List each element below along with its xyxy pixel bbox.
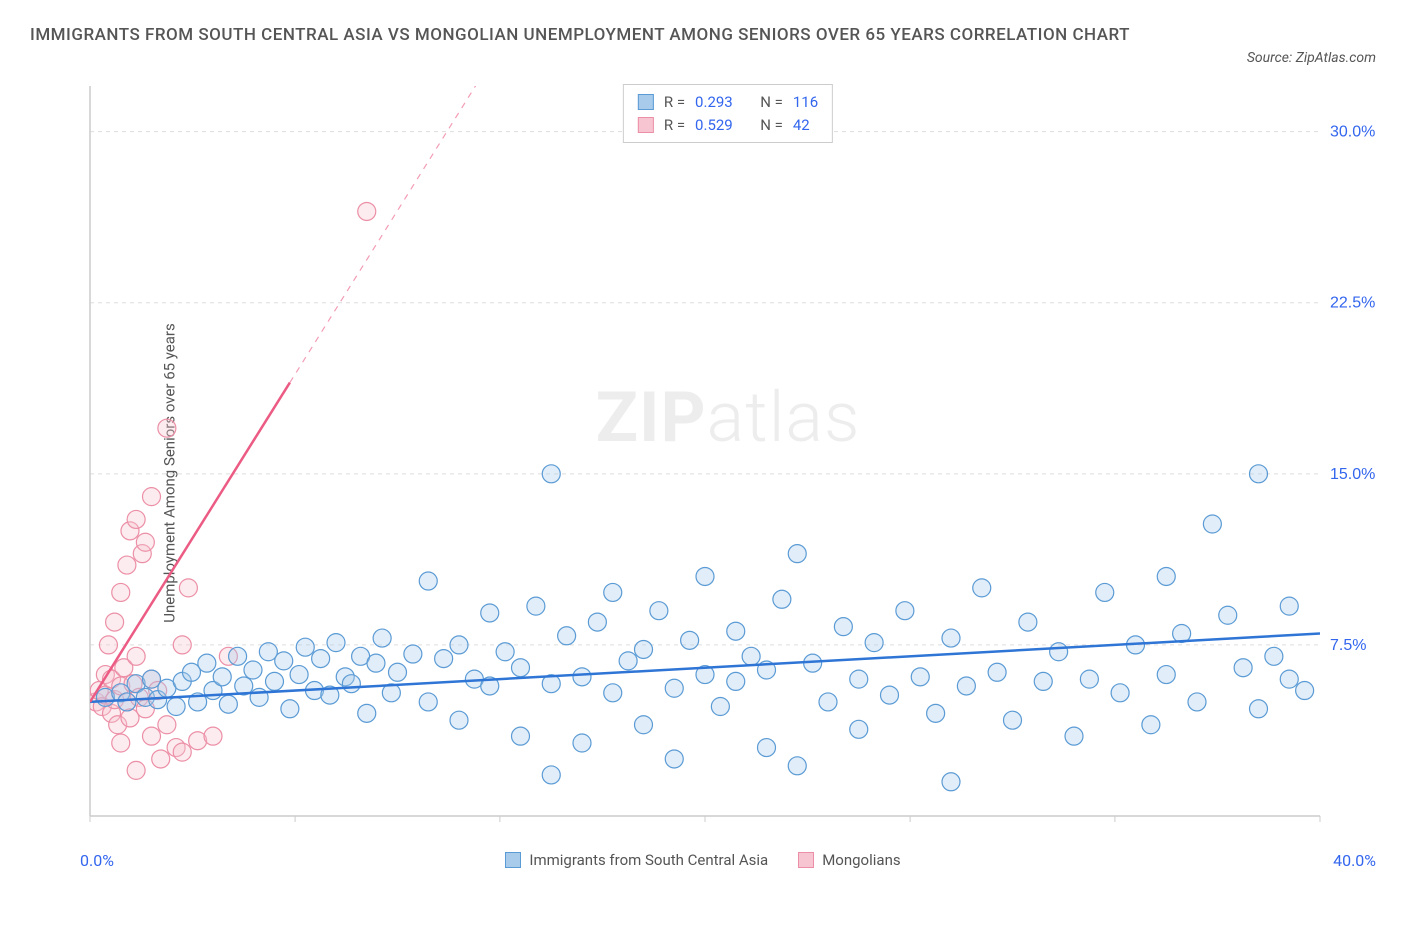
- x-axis-min-label: 0.0%: [80, 851, 114, 870]
- source-label: Source: ZipAtlas.com: [1247, 50, 1376, 66]
- svg-text:15.0%: 15.0%: [1330, 466, 1375, 483]
- stats-row-blue: R = 0.293 N = 116: [638, 91, 818, 114]
- chart-title: IMMIGRANTS FROM SOUTH CENTRAL ASIA VS MO…: [30, 20, 1130, 51]
- legend-item-blue: Immigrants from South Central Asia: [505, 851, 768, 869]
- swatch-blue: [638, 94, 654, 110]
- stats-row-pink: R = 0.529 N = 42: [638, 114, 818, 137]
- n-value-pink: 42: [793, 114, 810, 137]
- svg-text:7.5%: 7.5%: [1330, 637, 1366, 654]
- r-value-pink: 0.529: [695, 114, 733, 137]
- legend-item-pink: Mongolians: [798, 851, 900, 869]
- swatch-blue-bottom: [505, 852, 521, 868]
- r-value-blue: 0.293: [695, 91, 733, 114]
- scatter-plot: 7.5% 15.0% 22.5% 30.0%: [80, 76, 1380, 836]
- bottom-legend: 0.0% Immigrants from South Central Asia …: [30, 851, 1376, 869]
- stats-legend-box: R = 0.293 N = 116 R = 0.529 N = 42: [623, 84, 833, 143]
- n-value-blue: 116: [793, 91, 818, 114]
- svg-text:22.5%: 22.5%: [1330, 295, 1375, 312]
- svg-text:30.0%: 30.0%: [1330, 124, 1375, 141]
- swatch-pink: [638, 117, 654, 133]
- swatch-pink-bottom: [798, 852, 814, 868]
- x-axis-max-label: 40.0%: [1333, 851, 1376, 870]
